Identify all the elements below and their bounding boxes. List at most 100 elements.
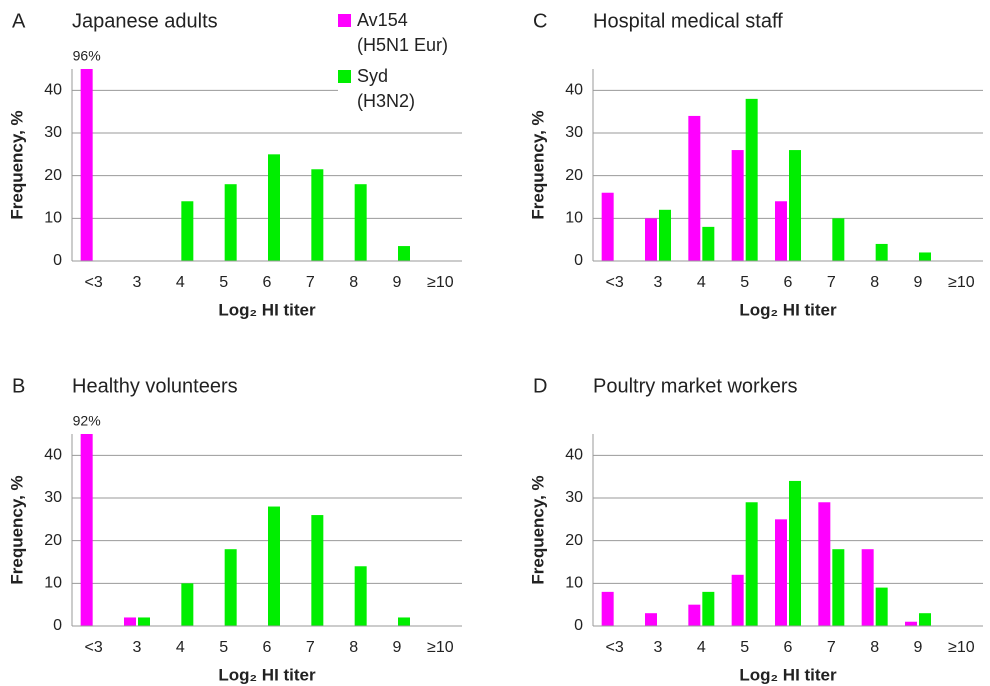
bar	[731, 574, 744, 626]
bar	[832, 218, 845, 261]
panel-letter: C	[533, 10, 547, 32]
bar	[645, 218, 657, 261]
y-tick-label: 10	[565, 575, 583, 592]
bar	[268, 506, 280, 626]
bar	[224, 549, 237, 626]
legend-item: Syd (H3N2)	[338, 64, 478, 114]
x-tick-label: 9	[393, 639, 402, 656]
x-tick-label: 9	[914, 639, 923, 656]
panel: D Poultry market workers Frequency, % Log₂ …	[528, 375, 983, 684]
bar	[354, 566, 367, 626]
x-axis-label: Log₂ HI titer	[218, 300, 316, 319]
x-tick-label: 4	[697, 639, 706, 656]
bar	[789, 480, 801, 626]
x-tick-label: 7	[827, 639, 836, 656]
x-tick-label: 4	[176, 639, 185, 656]
x-axis-label: Log₂ HI titer	[739, 300, 837, 319]
y-tick-label: 30	[565, 489, 583, 506]
bars	[80, 69, 410, 261]
y-tick-label: 30	[44, 489, 62, 506]
bar	[601, 192, 614, 261]
bars	[80, 434, 410, 626]
y-tick-label: 30	[565, 124, 583, 141]
x-tick-label: 3	[654, 274, 663, 291]
x-tick-label: 6	[263, 274, 272, 291]
panel: B Healthy volunteers Frequency, % Log₂ HI t…	[7, 375, 462, 684]
bar	[224, 184, 237, 261]
bar	[861, 549, 874, 626]
y-tick-label: 20	[44, 532, 62, 549]
x-tick-label: 6	[263, 639, 272, 656]
x-tick-label: <3	[606, 274, 624, 291]
y-axis-label: Frequency, %	[528, 475, 547, 584]
y-tick-label: 10	[565, 210, 583, 227]
x-tick-label: 3	[133, 639, 142, 656]
x-tick-label: 3	[133, 274, 142, 291]
bars	[601, 480, 931, 626]
bar	[354, 184, 367, 261]
bar	[80, 69, 93, 261]
value-label: 92%	[73, 413, 101, 429]
y-axis-label: Frequency, %	[528, 110, 547, 219]
legend-label: Av154 (H5N1 Eur)	[357, 10, 449, 55]
y-tick-label: 30	[44, 124, 62, 141]
y-tick-label: 0	[574, 252, 583, 269]
bar	[688, 604, 701, 626]
x-tick-label: 8	[870, 639, 879, 656]
chart-title: Japanese adults	[72, 10, 218, 32]
x-tick-label: 9	[393, 274, 402, 291]
bar	[745, 98, 758, 261]
panel-letter: A	[12, 10, 26, 32]
x-tick-label: <3	[606, 639, 624, 656]
x-tick-label: 9	[914, 274, 923, 291]
bar	[398, 246, 410, 261]
y-tick-label: 10	[44, 210, 62, 227]
bar	[818, 502, 831, 626]
x-tick-label: ≥10	[427, 639, 454, 656]
bar	[731, 150, 744, 261]
bar	[124, 617, 136, 626]
chart-title: Hospital medical staff	[593, 10, 783, 32]
bar	[181, 583, 194, 626]
x-tick-label: ≥10	[948, 274, 975, 291]
y-tick-label: 40	[44, 447, 62, 464]
y-tick-label: 40	[565, 82, 583, 99]
x-tick-label: 5	[219, 639, 228, 656]
x-tick-label: 4	[697, 274, 706, 291]
x-tick-label: 8	[349, 639, 358, 656]
bar	[745, 502, 758, 626]
bar	[919, 252, 931, 261]
x-tick-label: 7	[306, 274, 315, 291]
x-tick-label: 3	[654, 639, 663, 656]
legend-item: Av154 (H5N1 Eur)	[338, 8, 478, 58]
bar	[645, 613, 657, 626]
y-tick-label: 40	[565, 447, 583, 464]
y-tick-label: 10	[44, 575, 62, 592]
bar	[775, 519, 787, 626]
x-tick-label: ≥10	[948, 639, 975, 656]
y-tick-label: 20	[565, 532, 583, 549]
bars	[601, 98, 931, 261]
bar	[875, 243, 888, 261]
panel-letter: D	[533, 375, 547, 397]
bar	[775, 201, 787, 261]
y-axis-label: Frequency, %	[7, 475, 26, 584]
bar	[832, 549, 845, 626]
y-tick-label: 0	[53, 617, 62, 634]
x-tick-label: 5	[219, 274, 228, 291]
panel-letter: B	[12, 375, 25, 397]
bar	[688, 115, 701, 261]
x-tick-label: 6	[784, 274, 793, 291]
y-axis-label: Frequency, %	[7, 110, 26, 219]
bar	[919, 613, 931, 626]
x-axis-label: Log₂ HI titer	[739, 665, 837, 684]
legend: Av154 (H5N1 Eur) Syd (H3N2)	[338, 8, 478, 120]
value-label: 96%	[73, 48, 101, 64]
chart-title: Poultry market workers	[593, 375, 798, 397]
x-tick-label: 4	[176, 274, 185, 291]
x-tick-label: 8	[870, 274, 879, 291]
bar	[311, 515, 324, 626]
legend-label: Syd (H3N2)	[357, 66, 416, 111]
bar	[789, 150, 801, 261]
